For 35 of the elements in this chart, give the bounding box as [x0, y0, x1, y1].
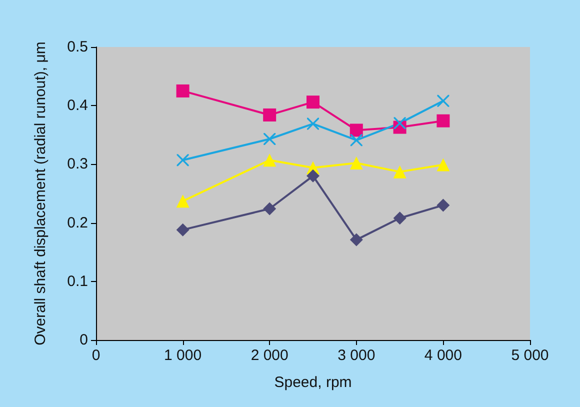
point — [306, 169, 320, 182]
point — [264, 133, 276, 145]
point — [306, 96, 320, 109]
x-tick-label: 4 000 — [424, 347, 462, 364]
point — [436, 114, 450, 128]
point — [176, 223, 190, 236]
point — [393, 165, 406, 178]
point — [176, 154, 189, 166]
y-tick-label: 0.4 — [67, 97, 88, 114]
point — [263, 202, 276, 216]
point — [350, 124, 363, 137]
point — [350, 156, 363, 170]
point — [263, 108, 276, 122]
y-tick-label: 0.1 — [67, 272, 88, 290]
x-tick-label: 3 000 — [338, 347, 376, 364]
point — [176, 84, 190, 98]
x-tick-label: 2 000 — [250, 347, 288, 364]
x-tick-label: 5 000 — [511, 347, 549, 364]
point — [263, 154, 276, 167]
point — [437, 94, 450, 107]
x-tick-label: 0 — [92, 347, 100, 364]
y-tick-label: 0.5 — [67, 38, 88, 56]
y-axis-title: Overall shaft displacement (radial runout), μm — [32, 42, 49, 346]
x-axis-title: Speed, rpm — [274, 374, 352, 391]
point — [350, 233, 363, 246]
point — [176, 194, 190, 208]
point — [393, 212, 406, 225]
y-tick-label: 0 — [80, 332, 88, 348]
point — [436, 198, 450, 212]
point — [394, 117, 406, 130]
x-tick-label: 1 000 — [164, 347, 202, 364]
point — [350, 134, 362, 146]
y-tick-label: 0.3 — [67, 156, 88, 173]
y-tick-label: 0.2 — [67, 214, 88, 232]
point — [436, 158, 450, 172]
